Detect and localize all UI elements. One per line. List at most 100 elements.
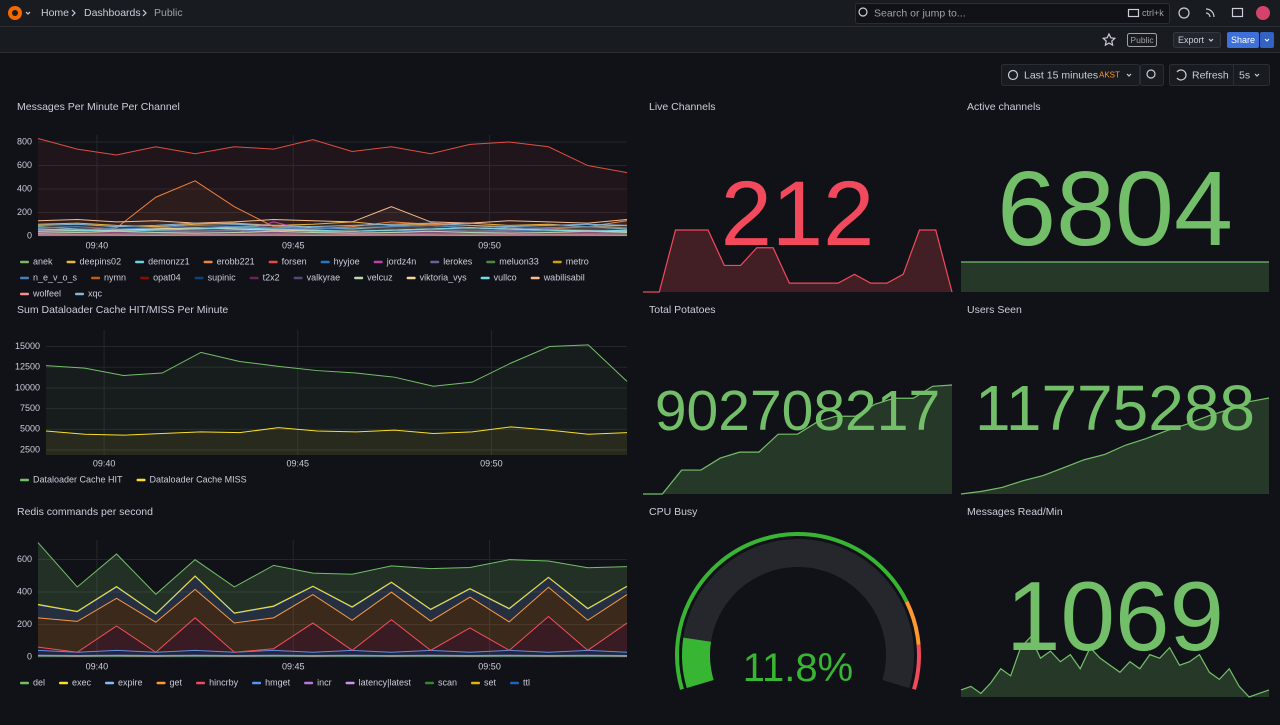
gauge-label: 11.8%	[743, 646, 853, 690]
legend-swatch	[75, 293, 84, 296]
y-tick-label: 0	[27, 230, 32, 240]
legend-swatch	[407, 277, 416, 280]
legend-swatch	[269, 261, 278, 264]
x-tick-label: 09:50	[478, 240, 501, 250]
legend-label: hincrby	[209, 677, 239, 687]
legend-swatch	[195, 277, 204, 280]
panel-title: Messages Read/Min	[967, 506, 1063, 518]
legend-swatch	[135, 261, 144, 264]
y-tick-label: 0	[27, 651, 32, 661]
y-tick-label: 7500	[20, 403, 40, 413]
share-menu[interactable]	[1260, 32, 1274, 48]
legend-label: anek	[33, 256, 53, 266]
legend-label: supinic	[208, 272, 237, 282]
x-tick-label: 09:40	[86, 240, 109, 250]
legend-swatch	[294, 277, 303, 280]
y-tick-label: 200	[17, 207, 32, 217]
legend-swatch	[321, 261, 330, 264]
panel-title: Messages Per Minute Per Channel	[17, 101, 180, 113]
badge-text: Public	[1130, 35, 1154, 45]
stat-value: 6804	[997, 150, 1233, 268]
x-tick-label: 09:45	[282, 240, 305, 250]
legend-swatch	[425, 682, 434, 685]
legend-label: viktoria_vys	[420, 272, 468, 282]
panel-title: CPU Busy	[649, 506, 698, 518]
legend-label: lerokes	[443, 256, 473, 266]
y-tick-label: 5000	[20, 424, 40, 434]
stat-value: 1069	[1006, 561, 1224, 671]
x-tick-label: 09:50	[478, 661, 501, 671]
panel-title: Users Seen	[967, 304, 1022, 316]
gauge-value	[696, 640, 700, 684]
y-tick-label: 400	[17, 183, 32, 193]
legend-swatch	[531, 277, 540, 280]
legend-label: nymn	[104, 272, 126, 282]
panel-title: Live Channels	[649, 101, 716, 113]
legend-swatch	[105, 682, 114, 685]
legend-label: vullco	[494, 272, 517, 282]
panel-title: Active channels	[967, 101, 1041, 113]
legend-label: hmget	[265, 677, 291, 687]
y-tick-label: 200	[17, 619, 32, 629]
legend-swatch	[67, 261, 76, 264]
legend-label: velcuz	[367, 272, 393, 282]
legend-label: forsen	[282, 256, 307, 266]
legend-swatch	[481, 277, 490, 280]
avatar[interactable]	[1256, 6, 1270, 20]
legend-swatch	[20, 682, 29, 685]
x-tick-label: 09:45	[287, 458, 310, 468]
legend-swatch	[374, 261, 383, 264]
legend-swatch	[157, 682, 166, 685]
legend-label: exec	[72, 677, 92, 687]
logo-inner	[12, 10, 18, 16]
legend-label: get	[170, 677, 183, 687]
legend-swatch	[346, 682, 355, 685]
legend-label: expire	[118, 677, 143, 687]
legend-label: xqc	[88, 288, 103, 298]
panel-title: Total Potatoes	[649, 304, 716, 316]
x-tick-label: 09:45	[282, 661, 305, 671]
x-tick-label: 09:50	[480, 458, 503, 468]
panel-title: Redis commands per second	[17, 506, 153, 518]
breadcrumb[interactable]: Home	[41, 7, 69, 19]
legend-swatch	[196, 682, 205, 685]
legend-label: ttl	[523, 677, 530, 687]
stat-value: 902708217	[655, 379, 940, 443]
legend-swatch	[430, 261, 439, 264]
legend-label: erobb221	[217, 256, 255, 266]
legend-swatch	[252, 682, 261, 685]
legend-label: n_e_v_o_s	[33, 272, 78, 282]
legend-swatch	[304, 682, 313, 685]
legend-swatch	[553, 261, 562, 264]
y-tick-label: 15000	[15, 341, 40, 351]
legend-label: demonzz1	[148, 256, 190, 266]
refresh-text: Refresh	[1192, 69, 1229, 81]
legend-swatch	[510, 682, 519, 685]
legend-label: Dataloader Cache HIT	[33, 474, 123, 484]
legend-label: hyyjoe	[334, 256, 360, 266]
legend-swatch	[140, 277, 149, 280]
zoom-out[interactable]	[1141, 65, 1164, 86]
x-tick-label: 09:40	[86, 661, 109, 671]
legend-label: opat04	[153, 272, 181, 282]
legend-label: incr	[317, 677, 332, 687]
search-placeholder: Search or jump to...	[874, 7, 966, 19]
legend-swatch	[137, 479, 146, 482]
y-tick-label: 400	[17, 586, 32, 596]
y-tick-label: 800	[17, 136, 32, 146]
legend-label: latency|latest	[359, 677, 412, 687]
legend-label: set	[484, 677, 497, 687]
legend-label: wolfeel	[32, 288, 61, 298]
legend-label: Dataloader Cache MISS	[150, 474, 247, 484]
legend-label: scan	[438, 677, 457, 687]
legend-label: t2x2	[263, 272, 280, 282]
breadcrumb: Public	[154, 7, 183, 19]
legend-swatch	[91, 277, 100, 280]
y-tick-label: 600	[17, 160, 32, 170]
breadcrumb[interactable]: Dashboards	[84, 7, 141, 19]
legend-swatch	[59, 682, 68, 685]
legend-label: valkyrae	[307, 272, 341, 282]
export-text: Export	[1178, 35, 1205, 45]
y-tick-label: 600	[17, 554, 32, 564]
